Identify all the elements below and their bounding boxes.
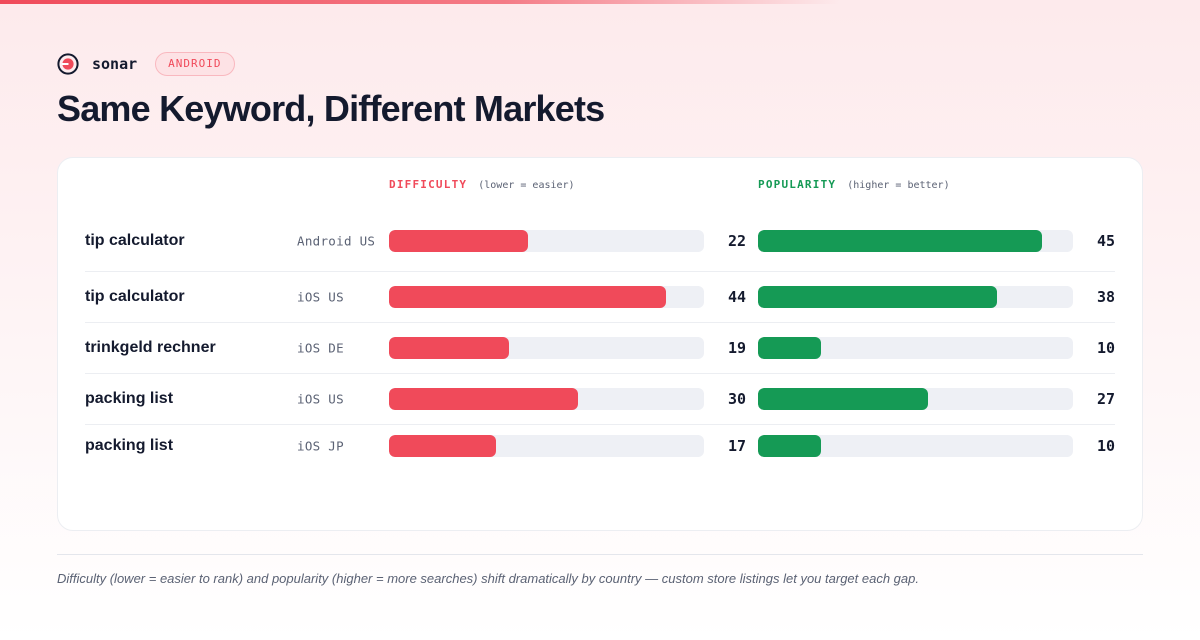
difficulty-label: DIFFICULTY <box>389 178 468 191</box>
market-label: iOS DE <box>297 340 344 356</box>
difficulty-bar <box>389 337 509 359</box>
brand-header: sonar ANDROID <box>57 52 235 76</box>
platform-badge: ANDROID <box>155 52 235 76</box>
market-label: iOS US <box>297 391 344 407</box>
keyword-label: tip calculator <box>85 288 185 305</box>
popularity-bar <box>758 388 929 410</box>
difficulty-bar-track <box>389 337 704 359</box>
popularity-value: 10 <box>1096 339 1115 357</box>
popularity-bar <box>758 434 821 457</box>
footnote: Difficulty (lower = easier to rank) and … <box>57 571 919 586</box>
popularity-value: 38 <box>1096 288 1115 306</box>
market-label: iOS JP <box>297 438 344 453</box>
popularity-bar-track <box>758 388 1073 410</box>
difficulty-value: 44 <box>727 288 746 306</box>
table-row: trinkgeld rechner iOS DE 19 10 <box>85 323 1115 373</box>
difficulty-hint: (lower = easier) <box>478 180 575 191</box>
popularity-bar <box>758 230 1042 252</box>
popularity-bar <box>758 337 821 359</box>
difficulty-bar <box>389 230 528 252</box>
difficulty-value: 17 <box>727 436 746 455</box>
difficulty-bar-track <box>389 388 704 410</box>
difficulty-bar <box>389 388 578 410</box>
page-title: Same Keyword, Different Markets <box>57 88 605 129</box>
difficulty-value: 30 <box>727 390 746 408</box>
row-divider <box>85 424 1115 425</box>
difficulty-bar-track <box>389 230 704 252</box>
popularity-value: 27 <box>1096 390 1115 408</box>
row-divider <box>85 373 1115 374</box>
difficulty-column-header: DIFFICULTY (lower = easier) <box>389 178 575 192</box>
popularity-bar <box>758 286 998 308</box>
market-label: iOS US <box>297 289 344 305</box>
popularity-value: 10 <box>1096 436 1115 455</box>
popularity-label: POPULARITY <box>758 178 837 191</box>
table-row: tip calculator Android US 22 45 <box>85 211 1115 271</box>
brand-name: sonar <box>92 55 138 73</box>
keyword-label: packing list <box>85 390 174 407</box>
difficulty-value: 22 <box>727 232 746 250</box>
difficulty-value: 19 <box>727 339 746 357</box>
popularity-bar-track <box>758 337 1073 359</box>
difficulty-bar <box>389 286 667 308</box>
popularity-bar-track <box>758 434 1073 457</box>
footer-divider <box>57 554 1143 555</box>
popularity-value: 45 <box>1096 232 1115 250</box>
top-accent-bar <box>0 0 840 4</box>
keyword-label: packing list <box>85 436 174 454</box>
popularity-hint: (higher = better) <box>847 180 950 191</box>
popularity-bar-track <box>758 230 1073 252</box>
keyword-label: tip calculator <box>85 232 185 249</box>
keyword-label: trinkgeld rechner <box>85 339 216 356</box>
sonar-logo-icon <box>57 53 79 75</box>
table-row: packing list iOS US 30 27 <box>85 374 1115 424</box>
popularity-bar-track <box>758 286 1073 308</box>
table-row: packing list iOS JP 17 10 <box>85 425 1115 466</box>
market-label: Android US <box>297 233 376 249</box>
row-divider <box>85 271 1115 272</box>
difficulty-bar-track <box>389 286 704 308</box>
difficulty-bar <box>389 434 497 457</box>
difficulty-bar-track <box>389 434 704 457</box>
row-divider <box>85 322 1115 323</box>
table-row: tip calculator iOS US 44 38 <box>85 272 1115 322</box>
popularity-column-header: POPULARITY (higher = better) <box>758 178 950 192</box>
